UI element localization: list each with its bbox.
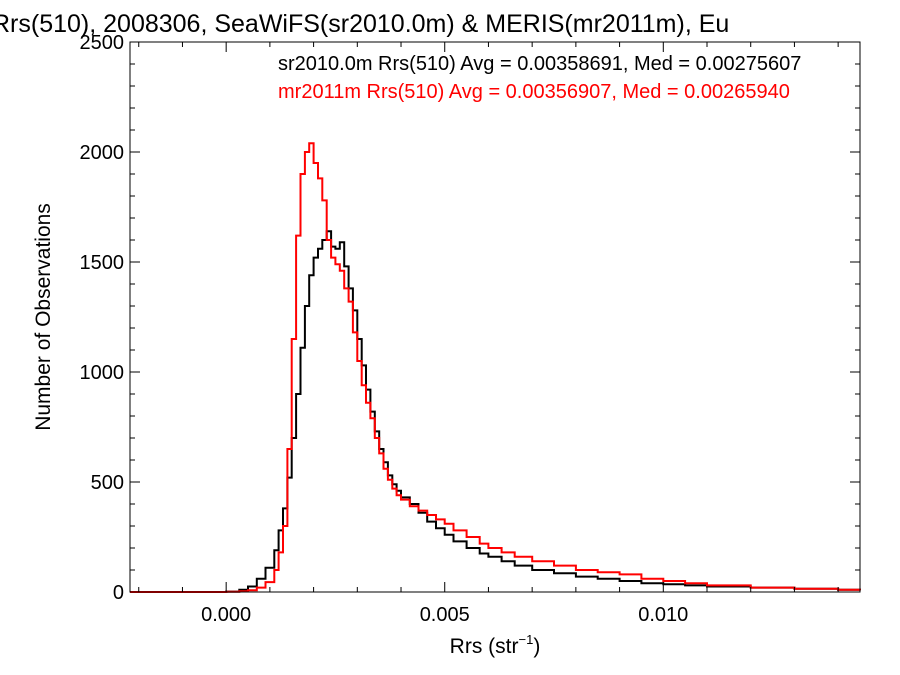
plot-frame — [129, 41, 861, 593]
legend-entry-mr2011: mr2011m Rrs(510) Avg = 0.00356907, Med =… — [278, 81, 790, 103]
y-tick-label: 1000 — [80, 362, 125, 384]
x-axis-label-close: ) — [533, 635, 540, 658]
y-axis-label: Number of Observations — [32, 203, 55, 431]
x-tick-label: 0.005 — [420, 604, 470, 626]
y-tick-label: 500 — [91, 472, 124, 494]
y-tick-label: 1500 — [80, 252, 125, 274]
x-axis-label: Rrs (str−1) — [450, 632, 541, 658]
x-tick-label: 0.010 — [638, 604, 688, 626]
series-line-1 — [130, 142, 861, 593]
x-tick-label: 0.000 — [201, 604, 251, 626]
axes: 0 500 1000 1500 2000 2500 0.000 0.005 0.010 — [80, 32, 860, 626]
y-tick-label: 2000 — [80, 142, 125, 164]
legend-entry-sr2010: sr2010.0m Rrs(510) Avg = 0.00358691, Med… — [278, 53, 801, 75]
x-axis-label-main: Rrs (str — [450, 635, 519, 658]
x-axis-label-superscript: −1 — [519, 632, 534, 647]
chart-title: Rrs(510), 2008306, SeaWiFS(sr2010.0m) & … — [0, 10, 729, 38]
plot-series — [130, 142, 861, 593]
y-tick-label: 0 — [113, 582, 124, 604]
y-tick-label: 2500 — [80, 32, 125, 54]
